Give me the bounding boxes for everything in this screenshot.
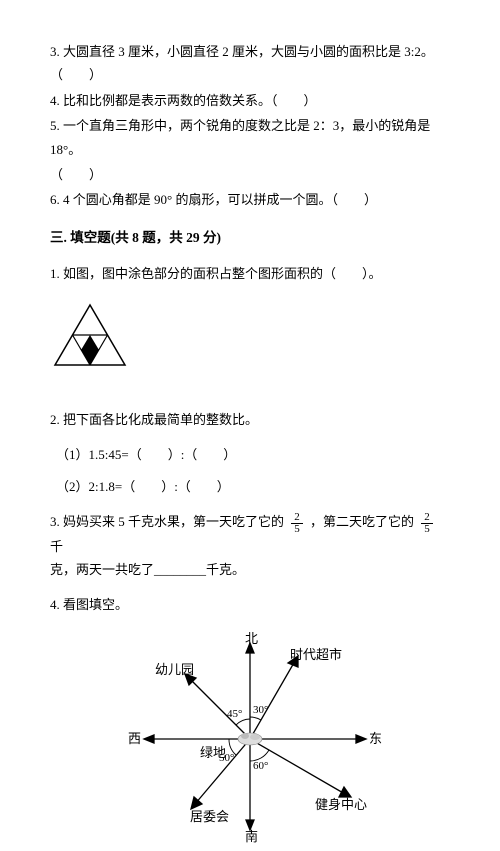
fraction-2: 2 5	[421, 512, 433, 535]
angle-50: 50°	[219, 752, 234, 764]
question-5a: 5. 一个直角三角形中，两个锐角的度数之比是 2：3，最小的锐角是 18°。	[50, 114, 450, 161]
q3-text-a: 3. 妈妈买来 5 千克水果，第一天吃了它的	[50, 514, 284, 529]
label-west: 西	[128, 731, 141, 746]
question-3: 3. 大圆直径 3 厘米，小圆直径 2 厘米，大圆与小圆的面积比是 3:2。（ …	[50, 40, 450, 87]
q3-text-b: ，第二天吃了它的	[310, 514, 414, 529]
label-south: 南	[245, 829, 258, 844]
angle-60: 60°	[253, 760, 268, 772]
triangle-svg	[50, 300, 130, 370]
frac-num-2: 2	[421, 512, 433, 524]
frac-den: 5	[291, 524, 303, 535]
angle-45: 45°	[227, 708, 242, 720]
q3-text-d: 克，两天一共吃了________千克。	[50, 558, 450, 581]
label-supermarket: 时代超市	[290, 647, 342, 662]
triangle-figure	[50, 300, 450, 377]
compass-svg: 北 南 东 西 幼儿园 时代超市 绿地 居委会 健身中心 45° 30° 50°…	[105, 629, 395, 844]
fill-q1: 1. 如图，图中涂色部分的面积占整个图形面积的（ ）。	[50, 262, 450, 285]
fill-q2-1: （1）1.5:45=（ ）:（ ）	[56, 443, 450, 466]
frac-den-2: 5	[421, 524, 433, 535]
fill-q2: 2. 把下面各比化成最简单的整数比。	[50, 408, 450, 431]
fill-q2-2: （2）2:1.8=（ ）:（ ）	[56, 475, 450, 498]
question-6: 6. 4 个圆心角都是 90° 的扇形，可以拼成一个圆。（ ）	[50, 188, 450, 211]
frac-num: 2	[291, 512, 303, 524]
label-kindergarten: 幼儿园	[155, 662, 194, 677]
label-east: 东	[369, 731, 382, 746]
fill-q4: 4. 看图填空。	[50, 593, 450, 616]
question-5b: （ ）	[50, 163, 450, 186]
question-4: 4. 比和比例都是表示两数的倍数关系。（ ）	[50, 89, 450, 112]
fraction-1: 2 5	[291, 512, 303, 535]
q3-text-c: 千	[50, 539, 63, 554]
section-title: 三. 填空题(共 8 题，共 29 分)	[50, 226, 450, 250]
label-committee: 居委会	[190, 809, 229, 824]
label-gym: 健身中心	[315, 797, 367, 812]
angle-30: 30°	[253, 704, 268, 716]
fill-q3: 3. 妈妈买来 5 千克水果，第一天吃了它的 2 5 ，第二天吃了它的 2 5 …	[50, 510, 450, 581]
label-north: 北	[245, 631, 258, 646]
compass-figure: 北 南 东 西 幼儿园 时代超市 绿地 居委会 健身中心 45° 30° 50°…	[50, 629, 450, 851]
